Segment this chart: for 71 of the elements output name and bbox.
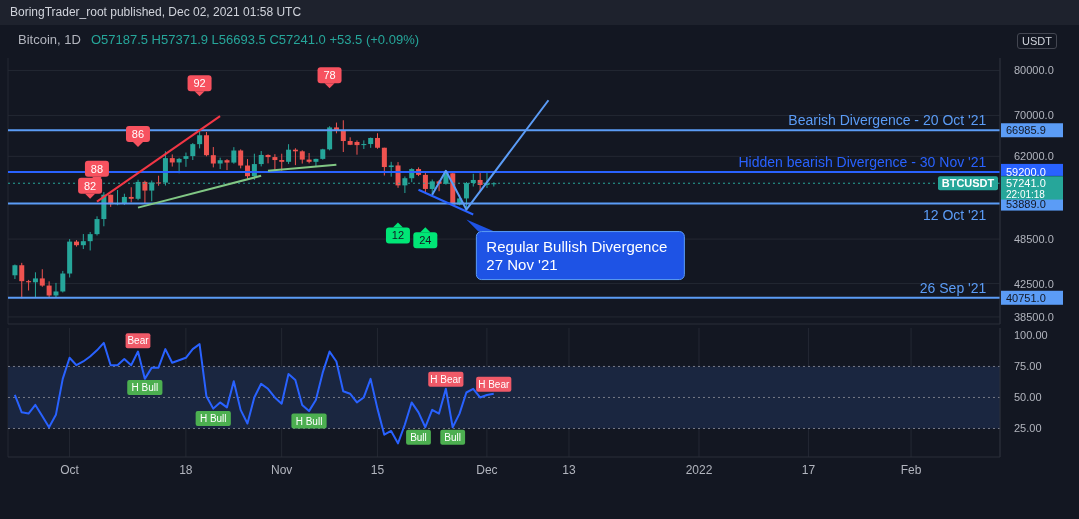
candlestick <box>87 231 93 251</box>
annotation: 12 <box>391 229 405 242</box>
annotation: 26 Sep '21 <box>919 279 987 296</box>
ref-line-label: 59200.0 <box>1006 165 1046 178</box>
candlestick <box>265 153 271 164</box>
annotation: 78 <box>323 69 336 82</box>
x-tick-label: Dec <box>476 462 498 477</box>
text: BoringTrader_root published, Dec 02, 2021 01:58 UTC <box>0 0 1079 25</box>
candlestick <box>340 119 346 153</box>
y-tick-label: 70000.0 <box>1014 109 1054 122</box>
candlestick <box>210 146 216 168</box>
candlestick <box>53 282 59 299</box>
chart-title: Bitcoin, 1D <box>18 32 81 47</box>
annotation: H Bear <box>478 378 510 390</box>
y-tick-label: 62000.0 <box>1014 150 1054 163</box>
candlestick <box>306 152 312 164</box>
annotation: Bear <box>127 335 150 347</box>
candlestick <box>224 158 230 171</box>
y-tick-label: 42500.0 <box>1014 277 1054 290</box>
candlestick <box>422 170 428 194</box>
annotation: BTCUSDT <box>941 177 995 190</box>
annotation: H Bull <box>131 382 159 394</box>
y-tick-label: 25.00 <box>1014 422 1042 435</box>
candlestick <box>272 153 278 171</box>
candlestick <box>381 147 387 176</box>
candlestick <box>286 143 292 165</box>
x-tick-label: 18 <box>179 462 193 477</box>
candlestick <box>197 129 203 149</box>
x-tick-label: Feb <box>900 462 922 477</box>
y-tick-label: 38500.0 <box>1014 310 1054 323</box>
annotation: 12 Oct '21 <box>922 206 987 223</box>
y-tick-label: 100.00 <box>1014 329 1048 342</box>
annotation: Bearish Divergence - 20 Oct '21 <box>788 112 987 129</box>
candlestick <box>32 271 38 299</box>
candlestick <box>238 148 244 169</box>
candlestick <box>313 158 319 168</box>
candlestick <box>142 180 148 205</box>
chart-subtitle: O57187.5 H57371.9 L56693.5 C57241.0 +53.5 (+0.09%) <box>90 32 420 47</box>
candlestick <box>477 171 483 192</box>
x-tick-label: 15 <box>370 462 385 477</box>
y-tick-label: 50.00 <box>1014 391 1042 404</box>
annotation: 92 <box>193 77 206 90</box>
annotation: H Bull <box>199 413 227 425</box>
x-tick-label: 17 <box>801 462 816 477</box>
annotation: 88 <box>90 162 104 175</box>
y-tick-label: 80000.0 <box>1014 64 1054 77</box>
candlestick <box>203 131 209 157</box>
ref-line-label: 40751.0 <box>1006 291 1046 304</box>
annotation: 82 <box>83 179 97 192</box>
annotation: 86 <box>131 127 145 140</box>
candlestick <box>183 152 189 168</box>
ref-line-label: 66985.9 <box>1006 124 1046 137</box>
annotation: Hidden bearish Divergence - 30 Nov '21 <box>738 153 987 170</box>
candlestick <box>94 215 100 236</box>
candlestick <box>60 270 66 293</box>
annotation: Regular Bullish Divergence 27 Nov '21 <box>486 237 668 273</box>
x-tick-label: Oct <box>60 462 80 477</box>
annotation: H Bull <box>295 415 323 427</box>
y-axis-title: USDT <box>1017 33 1057 49</box>
y-tick-label: 75.00 <box>1014 360 1042 373</box>
x-tick-label: 2022 <box>685 462 713 477</box>
annotation: 24 <box>419 234 432 247</box>
annotation: Bull <box>444 431 462 443</box>
x-tick-label: 13 <box>562 462 576 477</box>
x-tick-label: Nov <box>270 462 293 477</box>
ref-line-label: 57241.0 <box>1006 177 1046 190</box>
annotation: H Bear <box>430 373 463 385</box>
candlestick <box>327 125 333 151</box>
candlestick <box>19 262 25 299</box>
y-tick-label: 48500.0 <box>1014 233 1054 246</box>
annotation: Bull <box>410 431 427 443</box>
